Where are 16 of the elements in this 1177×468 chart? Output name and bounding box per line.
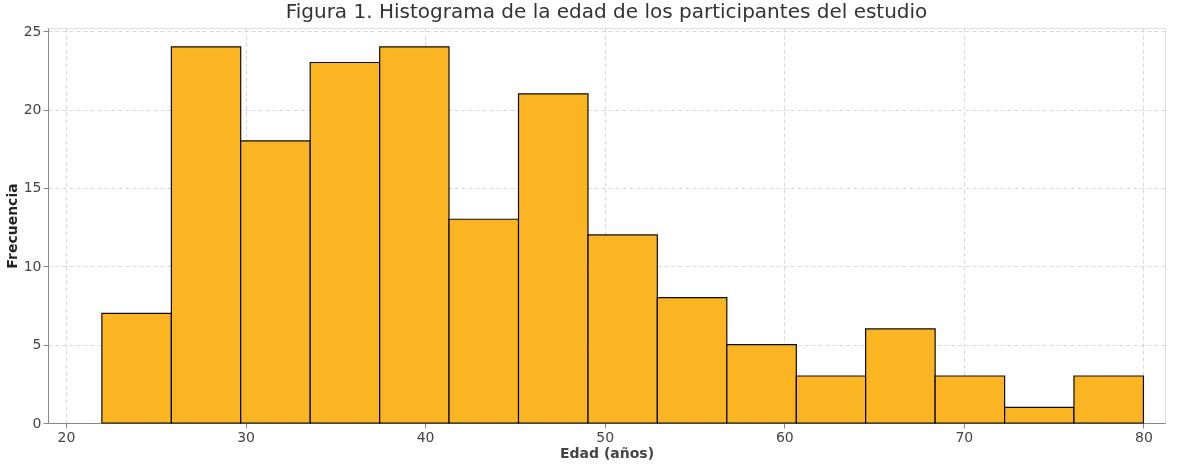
x-tick-label: 60 (775, 428, 794, 445)
y-tick-label: 5 (32, 336, 42, 353)
y-tick-label: 0 (32, 414, 42, 431)
x-tick-label: 70 (955, 428, 974, 445)
y-tick-label: 10 (23, 257, 42, 274)
x-tick-label: 30 (237, 428, 255, 445)
x-tick-label: 40 (416, 428, 435, 445)
x-tick-label: 20 (57, 428, 76, 445)
y-tick-label: 15 (23, 179, 42, 196)
y-tick-label: 20 (23, 101, 42, 118)
y-axis-title: Frecuencia (3, 183, 20, 269)
y-tick-label: 25 (23, 22, 42, 39)
x-tick-label: 50 (596, 428, 615, 445)
x-axis-title: Edad (años) (559, 444, 655, 461)
x-tick-label: 80 (1135, 428, 1153, 445)
chart-title: Figura 1. Histograma de la edad de los participantes del estudio (285, 0, 928, 24)
